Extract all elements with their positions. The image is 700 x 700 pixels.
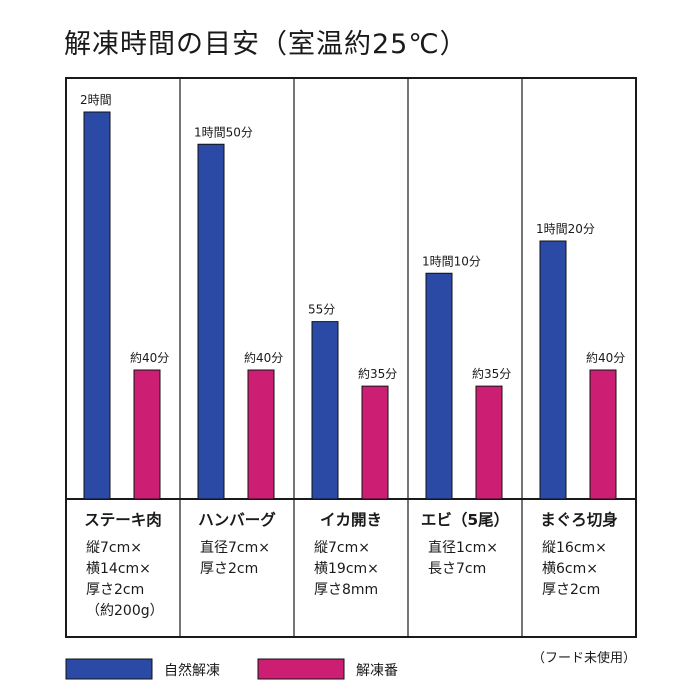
bar-value-label: 55分 <box>308 303 335 317</box>
category-description: 厚さ2cm <box>542 582 600 598</box>
bar-natural-3 <box>425 272 453 500</box>
bar-natural-0 <box>83 111 111 500</box>
category-description: 縦7cm× <box>314 540 370 556</box>
bar-thaw-1 <box>247 369 275 500</box>
bar-value-label: 1時間50分 <box>194 125 253 139</box>
frame-border <box>65 77 637 638</box>
bar-natural-2 <box>311 321 339 500</box>
bar-value-label: 約40分 <box>586 350 625 365</box>
category-name: ステーキ肉 <box>84 510 162 529</box>
legend-swatch-thaw <box>257 658 345 680</box>
category-description: 横14cm× <box>86 561 151 577</box>
category-description: （約200g） <box>86 603 164 619</box>
bar-thaw-2 <box>361 385 389 500</box>
category-description: 直径1cm× <box>428 539 498 556</box>
category-description: 厚さ8mm <box>314 582 378 598</box>
category-description: 縦16cm× <box>542 540 607 556</box>
category-description: 厚さ2cm <box>200 561 258 577</box>
category-description: 長さ7cm <box>428 561 486 577</box>
legend: 自然解凍 解凍番 <box>65 658 398 680</box>
bar-value-label: 1時間20分 <box>536 222 595 236</box>
bar-thaw-3 <box>475 385 503 500</box>
chart-title: 解凍時間の目安（室温約25℃） <box>64 29 468 60</box>
legend-swatch-natural <box>65 658 153 680</box>
category-description: 横6cm× <box>542 561 598 577</box>
category-description: 厚さ2cm <box>86 582 144 598</box>
category-name: イカ開き <box>320 511 382 529</box>
bar-value-label: 約40分 <box>244 350 283 365</box>
bar-value-label: 約35分 <box>358 366 397 381</box>
category-description: 横19cm× <box>314 561 379 577</box>
category-description: 直径7cm× <box>200 539 270 556</box>
bar-thaw-0 <box>133 369 161 500</box>
bar-natural-4 <box>539 240 567 500</box>
bar-value-label: 約40分 <box>130 350 169 365</box>
category-name: まぐろ切身 <box>540 510 618 529</box>
bar-thaw-4 <box>589 369 617 500</box>
bar-value-label: 2時間 <box>80 93 112 107</box>
footnote: （フード未使用） <box>532 650 636 666</box>
category-description: 縦7cm× <box>86 540 142 556</box>
bar-value-label: 約35分 <box>472 366 511 381</box>
legend-label: 解凍番 <box>356 663 398 679</box>
legend-label: 自然解凍 <box>164 662 220 679</box>
bar-value-label: 1時間10分 <box>422 254 481 268</box>
bar-natural-1 <box>197 143 225 500</box>
category-name: エビ（5尾） <box>421 511 509 529</box>
category-name: ハンバーグ <box>198 510 276 529</box>
